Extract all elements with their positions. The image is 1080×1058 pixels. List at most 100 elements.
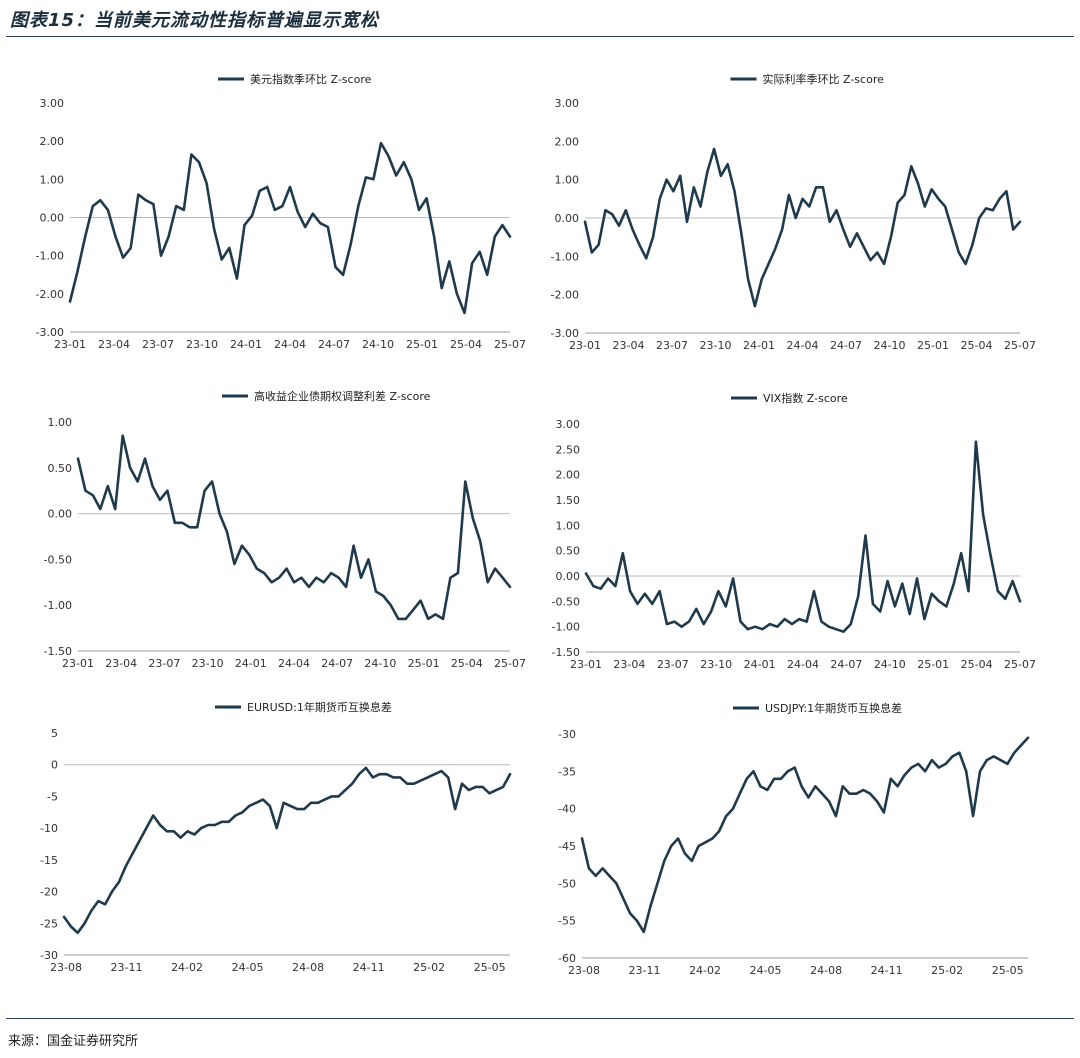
y-tick-label: 2.00 (40, 135, 65, 148)
y-tick-label: 2.50 (556, 443, 581, 456)
x-tick-label: 24-08 (810, 964, 842, 977)
x-tick-label: 25-04 (450, 338, 482, 351)
y-tick-label: 3.00 (555, 97, 580, 110)
y-tick-label: -20 (40, 886, 58, 899)
x-tick-label: 23-08 (50, 961, 82, 974)
y-tick-label: -2.00 (36, 288, 64, 301)
y-tick-label: -1.50 (44, 645, 72, 658)
x-tick-label: 23-10 (192, 657, 224, 670)
y-tick-label: -1.00 (551, 250, 579, 263)
y-tick-label: 2.00 (555, 135, 580, 148)
y-tick-label: 0.00 (40, 212, 65, 225)
x-tick-label: 23-07 (142, 338, 174, 351)
y-tick-label: -3.00 (36, 326, 64, 339)
y-tick-label: 1.00 (40, 173, 65, 186)
y-tick-label: 3.00 (40, 97, 65, 110)
legend-label: VIX指数 Z-score (763, 391, 848, 405)
x-tick-label: 23-11 (111, 961, 143, 974)
x-tick-label: 24-05 (750, 964, 782, 977)
y-tick-label: 1.50 (556, 494, 581, 507)
y-tick-label: -45 (558, 840, 576, 853)
x-tick-label: 25-07 (494, 338, 526, 351)
y-tick-label: 0.00 (556, 570, 581, 583)
y-tick-label: -15 (40, 854, 58, 867)
y-tick-label: -1.00 (36, 250, 64, 263)
x-tick-label: 24-10 (364, 657, 396, 670)
x-tick-label: 24-08 (292, 961, 324, 974)
y-tick-label: -50 (558, 877, 576, 890)
x-tick-label: 23-04 (105, 657, 137, 670)
x-tick-label: 24-04 (278, 657, 310, 670)
x-tick-label: 24-02 (689, 964, 721, 977)
y-tick-label: 1.00 (556, 519, 581, 532)
y-tick-label: 3.00 (556, 418, 581, 431)
y-tick-label: 5 (51, 727, 58, 740)
x-tick-label: 23-01 (569, 339, 601, 352)
x-tick-label: 24-11 (871, 964, 903, 977)
x-tick-label: 24-07 (318, 338, 350, 351)
x-tick-label: 24-01 (743, 339, 775, 352)
y-tick-label: -5 (47, 790, 58, 803)
x-tick-label: 24-10 (874, 658, 906, 671)
x-tick-label: 24-07 (830, 658, 862, 671)
series-line (76, 434, 512, 621)
x-tick-label: 24-04 (787, 658, 819, 671)
x-tick-label: 25-01 (408, 657, 440, 670)
y-tick-label: -35 (558, 765, 576, 778)
y-tick-label: -1.00 (552, 621, 580, 634)
x-tick-label: 24-05 (232, 961, 264, 974)
x-tick-label: 25-02 (931, 964, 963, 977)
y-tick-label: -30 (558, 728, 576, 741)
y-tick-label: 1.00 (48, 416, 73, 429)
x-tick-label: 24-10 (362, 338, 394, 351)
x-tick-label: 23-10 (700, 658, 732, 671)
y-tick-label: -40 (558, 803, 576, 816)
x-tick-label: 23-07 (148, 657, 180, 670)
y-tick-label: 0 (51, 759, 58, 772)
y-tick-label: 0.00 (555, 212, 580, 225)
x-tick-label: 24-04 (787, 339, 819, 352)
x-tick-label: 25-07 (1004, 339, 1036, 352)
bottom-divider (6, 1018, 1074, 1019)
y-tick-label: 1.00 (555, 174, 580, 187)
x-tick-label: 23-01 (62, 657, 94, 670)
x-tick-label: 25-07 (1004, 658, 1036, 671)
x-tick-label: 23-07 (657, 658, 689, 671)
x-tick-label: 24-02 (171, 961, 203, 974)
x-tick-label: 24-07 (321, 657, 353, 670)
top-divider (6, 36, 1074, 37)
y-tick-label: -10 (40, 822, 58, 835)
x-tick-label: 25-01 (406, 338, 438, 351)
x-tick-label: 25-04 (961, 339, 993, 352)
x-tick-label: 23-04 (613, 658, 645, 671)
x-tick-label: 23-04 (613, 339, 645, 352)
y-tick-label: -55 (558, 915, 576, 928)
y-tick-label: -0.50 (44, 553, 72, 566)
x-tick-label: 24-01 (230, 338, 262, 351)
x-tick-label: 25-01 (917, 339, 949, 352)
x-tick-label: 24-07 (830, 339, 862, 352)
series-line (580, 736, 1030, 934)
x-tick-label: 25-04 (451, 657, 483, 670)
series-line (62, 766, 512, 935)
chart-panel-1: -3.00 -2.00 -1.00 0.00 1.00 2.00 3.00 23-01 23-0… (36, 72, 526, 351)
legend-label: 高收益企业债期权调整利差 Z-score (254, 389, 431, 403)
x-tick-label: 24-10 (874, 339, 906, 352)
y-tick-label: 2.00 (556, 469, 581, 482)
x-tick-label: 25-04 (961, 658, 993, 671)
y-tick-label: -1.50 (552, 646, 580, 659)
x-tick-label: 24-01 (744, 658, 776, 671)
x-tick-label: 25-05 (992, 964, 1024, 977)
legend-label: 实际利率季环比 Z-score (763, 72, 885, 86)
x-tick-label: 23-04 (98, 338, 130, 351)
y-tick-label: -1.00 (44, 599, 72, 612)
series-line (584, 440, 1022, 634)
y-tick-label: -30 (40, 949, 58, 962)
series-line (68, 141, 512, 315)
x-tick-label: 23-10 (700, 339, 732, 352)
y-tick-label: -60 (558, 952, 576, 965)
x-tick-label: 25-01 (917, 658, 949, 671)
series-line (583, 147, 1022, 308)
y-tick-label: 0.50 (556, 545, 581, 558)
